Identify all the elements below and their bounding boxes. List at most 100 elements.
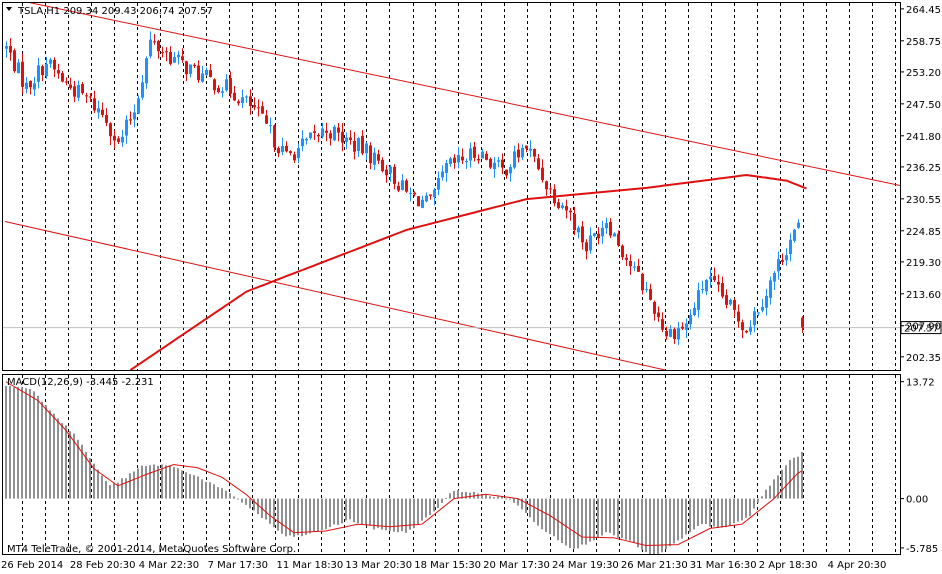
candle-down [569,210,572,213]
candle-up [589,235,592,251]
macd-histogram-bar [589,498,591,542]
candle-up [401,180,404,190]
macd-histogram-bar [301,498,303,537]
candle-down [113,135,116,141]
macd-histogram-bar [217,487,219,499]
candle-up [561,205,564,208]
macd-histogram-bar [545,498,547,532]
macd-histogram-bar [17,387,19,499]
macd-histogram-bar [741,498,743,521]
candle-down [165,51,168,53]
candle-up [441,171,444,178]
candle-down [341,131,344,143]
candle-down [153,41,156,43]
macd-histogram-bar [229,493,231,499]
candle-up [773,272,776,282]
macd-histogram-bar [693,498,695,530]
y-tick-label: 219.30 [906,258,941,269]
macd-panel-frame [2,374,901,555]
macd-histogram-bar [233,496,235,499]
macd-histogram-bar [137,468,139,499]
candle-up [761,307,764,311]
candle-down [129,119,132,121]
macd-histogram-bar [561,498,563,543]
macd-histogram-bar [749,498,751,517]
header-dropdown-icon[interactable] [6,7,12,11]
candle-up [469,148,472,161]
macd-histogram-bar [533,498,535,522]
candle-up [365,143,368,154]
macd-histogram-bar [209,482,211,499]
macd-histogram-bar [777,475,779,499]
macd-histogram-bar [541,498,543,530]
candle-down [261,106,264,114]
candle-up [269,125,272,127]
macd-histogram-bar [329,498,331,528]
candle-up [173,57,176,63]
macd-histogram-bar [365,498,367,526]
macd-histogram-bar [645,498,647,553]
macd-histogram-bar [309,498,311,534]
candle-down [69,84,72,88]
macd-histogram-bar [789,459,791,499]
candle-up [177,54,180,58]
candle-up [529,148,532,151]
macd-histogram-bar [717,498,719,529]
candle-down [681,326,684,329]
candle-down [313,131,316,133]
macd-histogram-bar [621,498,623,538]
candle-down [609,221,612,236]
candle-up [465,161,468,163]
candle-down [85,95,88,97]
macd-histogram-bar [457,490,459,499]
macd-histogram-bar [285,498,287,537]
candle-down [217,88,220,93]
macd-histogram-bar [469,492,471,499]
moving-average-line [129,173,807,370]
candle-down [249,96,252,106]
x-tick-label: 7 Mar 17:30 [208,560,268,571]
macd-histogram-bar [713,498,715,527]
candle-down [453,157,456,163]
candle-down [741,322,744,331]
candle-up [345,137,348,142]
candle-down [105,115,108,123]
macd-histogram-bar [705,498,707,524]
candle-up [797,222,800,228]
macd-histogram-bar [701,498,703,525]
candle-up [793,229,796,241]
candle-down [349,137,352,140]
candle-up [221,91,224,93]
candle-down [337,127,340,133]
macd-y-tick-label: -5.785 [906,544,938,555]
candle-down [369,145,372,164]
macd-histogram-bar [765,489,767,499]
macd-histogram-bar [405,498,407,533]
macd-histogram-bar [53,413,55,499]
macd-histogram-bar [61,423,63,499]
candle-down [721,283,724,297]
macd-histogram-bar [685,498,687,535]
candle-down [517,149,520,158]
macd-histogram-bar [13,387,15,499]
candle-up [709,276,712,280]
candle-down [377,154,380,161]
y-tick-label: 236.25 [906,163,941,174]
candle-down [657,312,660,318]
macd-histogram-bar [641,498,643,550]
macd-y-tick-label: 13.72 [906,378,935,389]
macd-histogram-bar [401,498,403,532]
macd-histogram-bar [225,490,227,499]
candle-up [701,288,704,290]
macd-histogram-bar [89,458,91,499]
candle-up [25,82,28,89]
macd-histogram-bar [785,465,787,499]
candle-down [525,145,528,149]
candle-up [437,178,440,190]
candle-up [245,96,248,98]
macd-histogram-bar [453,491,455,499]
y-tick-label: 224.85 [906,227,941,238]
macd-histogram-bar [5,386,7,499]
macd-histogram-bar [557,498,559,541]
macd-histogram-bar [165,465,167,499]
